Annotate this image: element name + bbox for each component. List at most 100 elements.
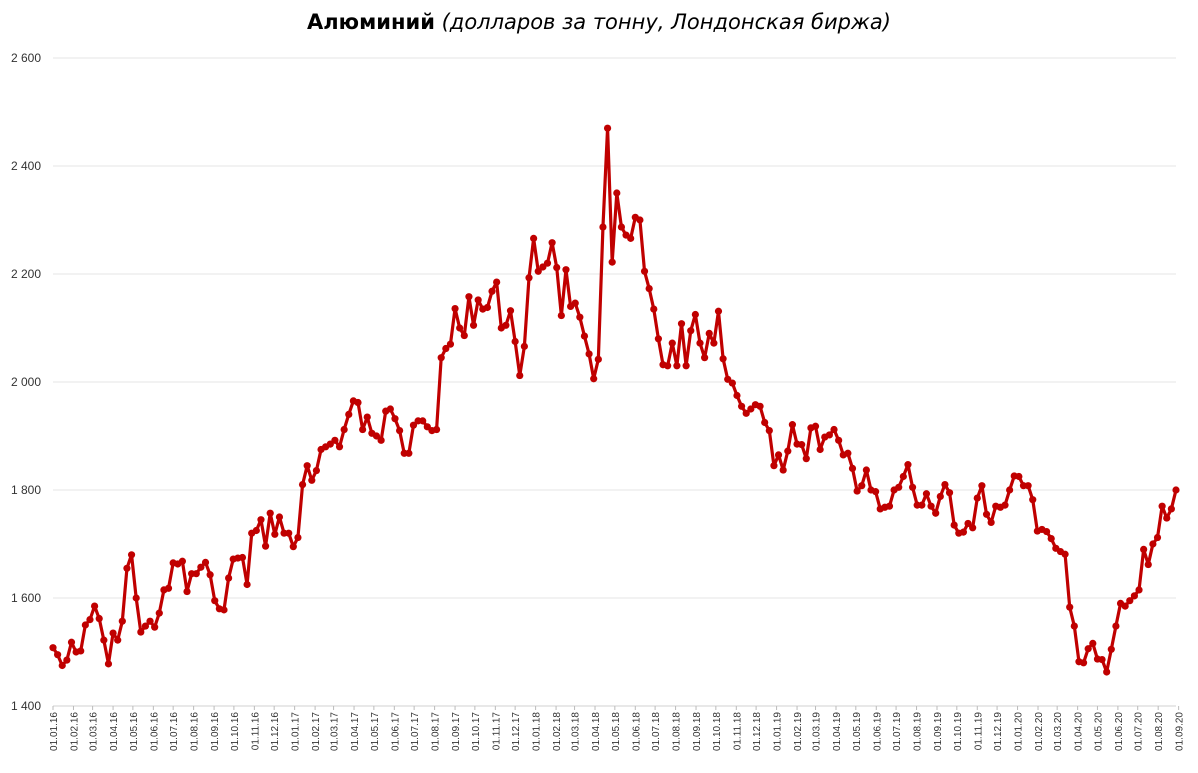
x-tick-label: 01.04.16 [109, 712, 120, 751]
data-point [798, 441, 806, 449]
data-point [409, 421, 418, 429]
data-point [294, 533, 302, 542]
chart-title-main: Алюминий [307, 10, 435, 34]
data-point [123, 564, 131, 572]
data-point [178, 557, 186, 565]
x-tick-label: 01.04.20 [1074, 712, 1085, 751]
data-point [372, 432, 381, 440]
data-point [63, 656, 71, 664]
data-point [225, 574, 233, 582]
data-point [201, 558, 210, 566]
data-point [802, 455, 810, 463]
data-point [530, 234, 538, 242]
data-point [761, 418, 769, 427]
data-point [516, 371, 524, 380]
data-point [627, 234, 635, 242]
data-point [742, 409, 750, 417]
data-point [682, 362, 690, 370]
data-point [899, 472, 907, 481]
data-point [784, 447, 792, 455]
data-point [114, 636, 122, 644]
data-point [895, 483, 903, 491]
x-tick-label: 01.05.19 [852, 712, 863, 751]
x-tick-label: 01.02.20 [1034, 712, 1045, 751]
data-point [303, 462, 311, 470]
x-tick-label: 01.04.17 [350, 712, 361, 751]
data-point [691, 310, 699, 319]
data-point [982, 510, 991, 518]
data-point [1126, 597, 1134, 605]
data-point [788, 421, 797, 429]
data-point [872, 488, 880, 496]
data-point [737, 402, 746, 410]
x-tick-label: 01.08.19 [913, 712, 924, 751]
data-point [155, 609, 163, 617]
data-point [608, 258, 616, 266]
data-point [922, 490, 931, 498]
data-point [275, 513, 284, 521]
data-point [1158, 502, 1166, 510]
data-point [835, 436, 843, 444]
data-point [54, 651, 62, 659]
data-point [95, 614, 103, 623]
data-point [1107, 645, 1115, 653]
data-point [132, 594, 140, 602]
data-point [677, 320, 686, 328]
data-point [747, 405, 755, 413]
data-point [1043, 527, 1051, 536]
data-point [571, 299, 579, 307]
data-point [908, 483, 917, 491]
data-point [469, 321, 478, 329]
data-point [493, 278, 501, 286]
data-point [936, 492, 944, 501]
data-point [1121, 602, 1129, 610]
x-axis: 01.01.16 01.02.16 01.03.16 01.04.16 01.05.16… [49, 706, 1186, 751]
x-tick-label: 01.11.19 [973, 712, 984, 751]
x-tick-label: 01.07.17 [410, 712, 421, 751]
y-axis: 1 400 1 600 1 800 2 000 2 200 2 400 2 600 [11, 51, 41, 713]
x-tick-label: 01.06.20 [1114, 712, 1125, 751]
series-line [51, 126, 1178, 674]
data-point [853, 487, 861, 495]
data-point [719, 355, 727, 363]
data-point [650, 305, 658, 313]
data-point [271, 530, 279, 538]
data-point [728, 379, 736, 387]
data-point [543, 259, 552, 267]
data-point [1163, 514, 1171, 522]
data-point [696, 339, 704, 347]
data-point [141, 622, 150, 630]
x-tick-label: 01.12.16 [270, 712, 281, 751]
data-point [127, 551, 136, 559]
data-point [502, 321, 510, 329]
data-point [460, 331, 468, 340]
x-tick-label: 01.04.18 [591, 712, 602, 751]
data-point [359, 425, 367, 434]
data-point [391, 415, 399, 423]
data-point [927, 502, 935, 510]
data-point [1001, 501, 1009, 509]
data-point [49, 644, 57, 652]
data-point [488, 287, 496, 295]
x-tick-label: 01.01.19 [773, 712, 784, 751]
x-tick-label: 01.09.19 [933, 712, 944, 751]
y-tick-label: 1 400 [11, 699, 41, 713]
x-tick-label: 01.02.18 [552, 712, 563, 751]
data-point [1130, 592, 1139, 600]
gridlines [53, 57, 1176, 707]
data-point [164, 584, 173, 592]
data-point [1066, 603, 1074, 611]
data-point [636, 216, 644, 224]
x-tick-label: 01.03.17 [330, 712, 341, 751]
data-point [969, 524, 977, 532]
x-tick-label: 01.01.18 [532, 712, 543, 751]
data-point [437, 354, 445, 362]
data-point [918, 501, 926, 509]
data-point [964, 519, 972, 528]
data-point [830, 425, 838, 434]
data-point [151, 623, 159, 631]
data-point [654, 335, 663, 343]
data-point [465, 293, 473, 301]
data-point [261, 542, 270, 550]
